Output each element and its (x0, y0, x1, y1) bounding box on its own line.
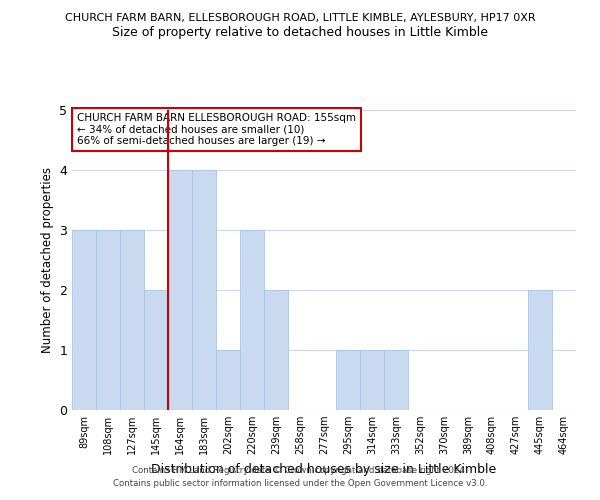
Text: CHURCH FARM BARN, ELLESBOROUGH ROAD, LITTLE KIMBLE, AYLESBURY, HP17 0XR: CHURCH FARM BARN, ELLESBOROUGH ROAD, LIT… (65, 12, 535, 22)
Bar (240, 230, 264, 410)
Text: Size of property relative to detached houses in Little Kimble: Size of property relative to detached ho… (112, 26, 488, 39)
Bar (168, 170, 192, 410)
Bar (144, 290, 168, 410)
Y-axis label: Number of detached properties: Number of detached properties (41, 167, 53, 353)
Bar (384, 350, 408, 410)
Bar (192, 170, 216, 410)
Bar (336, 350, 360, 410)
Bar (360, 350, 384, 410)
Bar (528, 290, 552, 410)
Bar (96, 230, 120, 410)
Bar (120, 230, 144, 410)
Text: Contains HM Land Registry data © Crown copyright and database right 2024.
Contai: Contains HM Land Registry data © Crown c… (113, 466, 487, 487)
Bar (72, 230, 96, 410)
Text: CHURCH FARM BARN ELLESBOROUGH ROAD: 155sqm
← 34% of detached houses are smaller : CHURCH FARM BARN ELLESBOROUGH ROAD: 155s… (77, 113, 356, 146)
Bar (264, 290, 288, 410)
X-axis label: Distribution of detached houses by size in Little Kimble: Distribution of detached houses by size … (151, 462, 497, 475)
Bar (216, 350, 240, 410)
